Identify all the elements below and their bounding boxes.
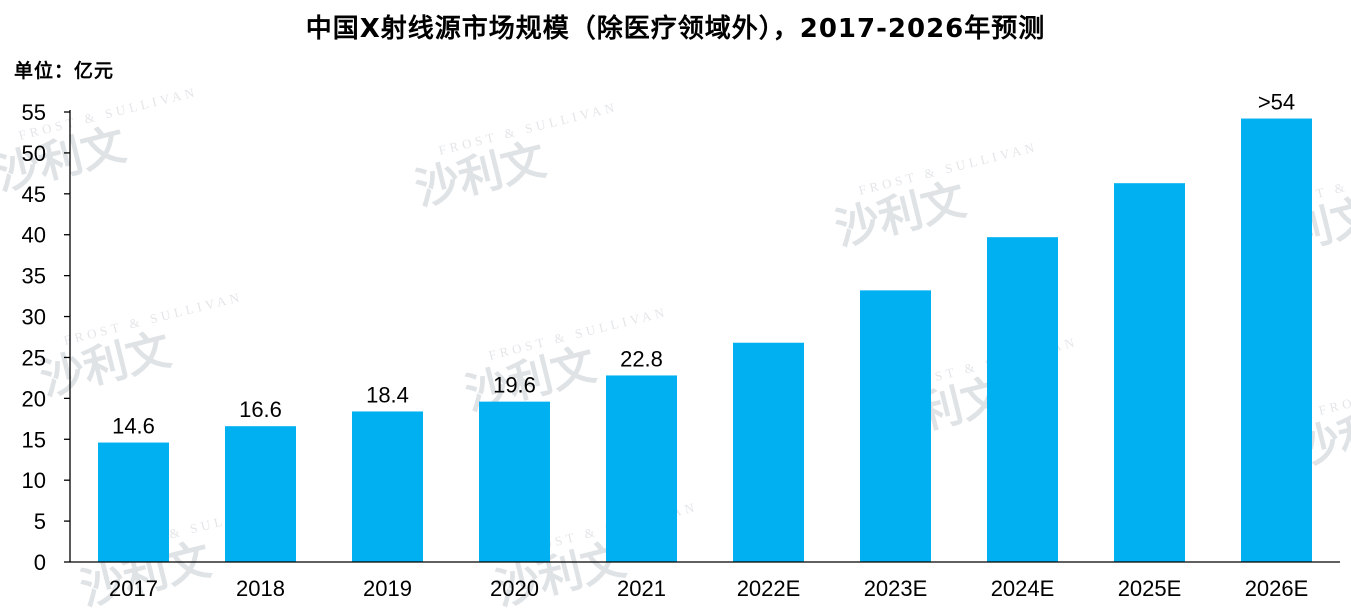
y-tick-label: 10: [22, 468, 46, 493]
bar-2023E: [860, 290, 931, 562]
y-tick-label: 5: [34, 509, 46, 534]
data-label-2026E: >54: [1258, 90, 1295, 115]
y-tick-label: 25: [22, 345, 46, 370]
x-tick-label: 2018: [236, 576, 285, 601]
bar-2020: [479, 401, 550, 562]
y-tick-label: 30: [22, 305, 46, 330]
bar-2017: [98, 442, 169, 562]
watermark-en-text: FROST & SULLIVAN: [1317, 359, 1351, 418]
bar-series: [98, 118, 1312, 562]
y-axis: 0 5 10 15 20 25 30 35 40 45 50 55: [22, 100, 71, 575]
x-tick-label: 2026E: [1245, 576, 1309, 601]
y-tick-label: 55: [22, 100, 46, 125]
y-tick-label: 35: [22, 264, 46, 289]
y-tick-label: 40: [22, 223, 46, 248]
bar-2025E: [1114, 183, 1185, 562]
x-tick-label: 2025E: [1118, 576, 1182, 601]
y-tick-label: 50: [22, 141, 46, 166]
data-labels: 14.6 16.6 18.4 19.6 22.8 >54: [112, 90, 1295, 439]
x-tick-label: 2024E: [991, 576, 1055, 601]
x-tick-label: 2022E: [737, 576, 801, 601]
x-tick-label: 2020: [490, 576, 539, 601]
x-tick-label: 2017: [109, 576, 158, 601]
data-label-2019: 18.4: [366, 382, 409, 407]
data-label-2018: 16.6: [239, 397, 282, 422]
y-tick-label: 0: [34, 550, 46, 575]
y-tick-label: 15: [22, 427, 46, 452]
x-axis: 2017 2018 2019 2020 2021 2022E 2023E 2024E 2025E…: [70, 561, 1340, 601]
y-tick-label: 45: [22, 182, 46, 207]
x-tick-label: 2023E: [864, 576, 928, 601]
bar-2018: [225, 426, 296, 562]
bar-2024E: [987, 237, 1058, 562]
y-tick-label: 20: [22, 386, 46, 411]
data-label-2020: 19.6: [493, 373, 536, 398]
data-label-2021: 22.8: [620, 346, 663, 371]
x-tick-label: 2021: [617, 576, 666, 601]
chart-title: 中国X射线源市场规模（除医疗领域外），2017-2026年预测: [305, 14, 1046, 44]
bar-2022E: [733, 342, 804, 562]
data-label-2017: 14.6: [112, 414, 155, 439]
bar-2026E: [1241, 118, 1312, 562]
unit-label: 单位：亿元: [14, 60, 115, 82]
bar-2021: [606, 375, 677, 562]
bar-2019: [352, 411, 423, 562]
x-tick-label: 2019: [363, 576, 412, 601]
